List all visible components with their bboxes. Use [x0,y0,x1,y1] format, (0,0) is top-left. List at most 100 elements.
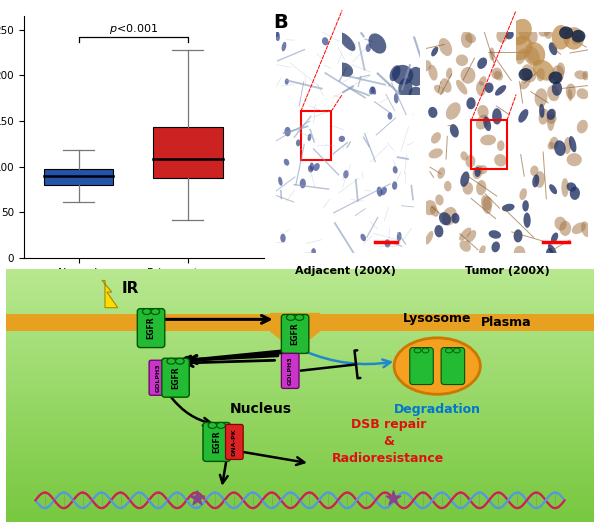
Ellipse shape [454,348,460,353]
Ellipse shape [368,33,386,54]
Text: GOLPH3: GOLPH3 [155,364,160,392]
Ellipse shape [518,109,529,123]
Ellipse shape [502,204,515,211]
Ellipse shape [460,151,468,161]
Text: DSB repair
&
Radioresistance: DSB repair & Radioresistance [332,418,445,465]
Ellipse shape [337,63,353,77]
Point [193,494,202,503]
Ellipse shape [535,171,545,188]
Ellipse shape [428,107,437,118]
Ellipse shape [460,240,471,252]
Ellipse shape [581,221,590,237]
Ellipse shape [478,105,488,118]
Ellipse shape [479,76,487,86]
Ellipse shape [369,86,376,94]
Ellipse shape [568,89,572,101]
Text: Lysosome: Lysosome [403,312,472,325]
Ellipse shape [361,233,366,241]
Ellipse shape [521,64,536,82]
Ellipse shape [296,140,301,147]
Ellipse shape [311,248,316,255]
Ellipse shape [394,338,481,394]
Ellipse shape [539,104,544,118]
Ellipse shape [552,65,564,82]
Text: GOLPH3: GOLPH3 [288,357,293,385]
Ellipse shape [562,178,569,197]
Ellipse shape [284,127,291,136]
Ellipse shape [300,179,306,188]
Ellipse shape [523,212,531,228]
Ellipse shape [514,229,523,242]
Ellipse shape [489,47,495,61]
Ellipse shape [275,31,280,41]
Text: Plasma: Plasma [481,316,531,329]
Ellipse shape [495,85,506,96]
Ellipse shape [544,27,553,39]
Ellipse shape [527,30,538,44]
Ellipse shape [392,65,413,85]
Ellipse shape [572,36,580,45]
Ellipse shape [142,309,151,315]
Ellipse shape [536,68,545,81]
Ellipse shape [397,232,401,241]
Text: EGFR: EGFR [212,431,221,453]
Ellipse shape [322,37,329,45]
Ellipse shape [571,30,586,43]
Ellipse shape [451,213,460,223]
Ellipse shape [539,27,550,37]
Ellipse shape [522,200,529,211]
Ellipse shape [572,222,586,234]
Ellipse shape [547,109,556,120]
Ellipse shape [313,163,320,171]
Ellipse shape [577,120,588,133]
FancyBboxPatch shape [281,315,309,354]
Ellipse shape [151,309,160,315]
Ellipse shape [485,83,494,93]
Ellipse shape [524,42,545,66]
Ellipse shape [456,54,468,66]
Ellipse shape [546,248,553,257]
Ellipse shape [466,155,475,168]
Ellipse shape [506,31,514,40]
Ellipse shape [394,93,398,103]
Ellipse shape [338,136,345,142]
Ellipse shape [539,109,549,125]
Ellipse shape [548,244,557,256]
Ellipse shape [509,19,532,45]
Ellipse shape [570,187,580,200]
Ellipse shape [434,85,444,94]
Ellipse shape [480,134,496,145]
Ellipse shape [492,108,502,124]
Ellipse shape [370,86,376,95]
Ellipse shape [398,78,412,99]
Ellipse shape [554,140,566,156]
Ellipse shape [557,62,565,75]
Ellipse shape [548,142,554,150]
Ellipse shape [479,245,485,255]
Ellipse shape [476,180,486,196]
Ellipse shape [466,97,476,109]
Ellipse shape [176,358,184,364]
Ellipse shape [477,57,487,69]
Ellipse shape [547,114,557,124]
Ellipse shape [476,114,489,130]
Ellipse shape [459,228,472,241]
Ellipse shape [456,80,467,94]
Ellipse shape [425,231,433,245]
Ellipse shape [217,423,226,428]
Ellipse shape [437,167,445,179]
Ellipse shape [559,221,571,236]
Ellipse shape [439,38,452,56]
Ellipse shape [518,68,533,81]
Ellipse shape [520,188,527,200]
Ellipse shape [365,44,371,52]
Ellipse shape [308,134,311,141]
Ellipse shape [308,165,313,172]
Ellipse shape [434,225,443,237]
Ellipse shape [274,30,278,37]
Ellipse shape [547,85,560,101]
FancyBboxPatch shape [149,360,167,395]
Text: DNA-PK: DNA-PK [232,428,237,456]
Ellipse shape [460,171,469,187]
Ellipse shape [475,167,481,177]
